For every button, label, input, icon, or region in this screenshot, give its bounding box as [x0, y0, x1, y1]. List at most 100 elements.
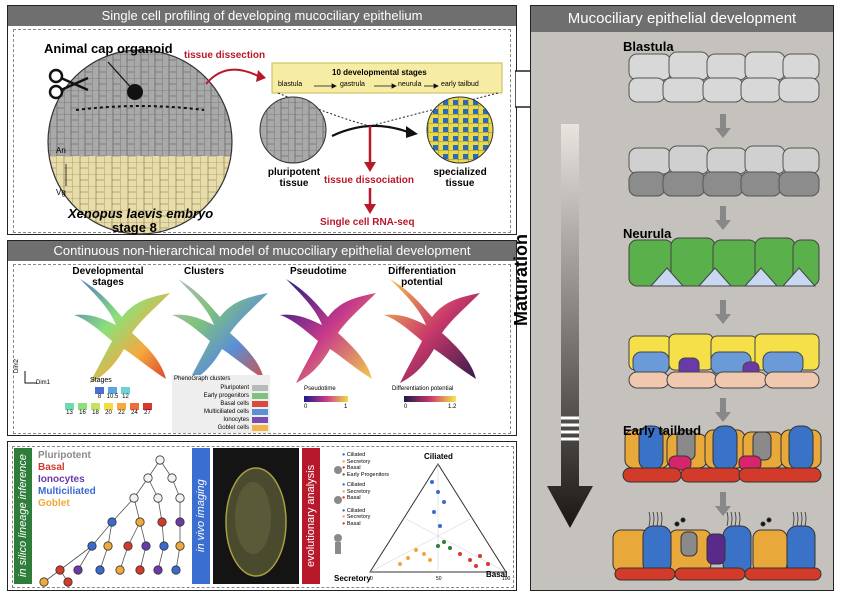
specialized-label: specialized tissue [433, 167, 487, 189]
lineage-node [175, 541, 185, 551]
ternary-point [436, 544, 440, 548]
tick-100: 100 [502, 576, 511, 582]
pheno-legend-item: Multiciliated cells [172, 408, 270, 416]
umap-title-pseudotime: Pseudotime [290, 266, 347, 277]
maturation-label: Maturation [511, 234, 531, 326]
lineage-node [159, 541, 169, 551]
maturation-arrow [547, 124, 593, 528]
lineage-node [129, 493, 139, 503]
early-tailbud-label: Early tailbud [623, 423, 702, 438]
an-label: An [56, 146, 66, 155]
lineage-label: Multiciliated [38, 486, 96, 497]
ternary-point [458, 552, 462, 556]
pheno-legend-item: Basal cells [172, 400, 270, 408]
ternary-point [468, 558, 472, 562]
stage-swatch: 18 [90, 403, 101, 416]
ternary-legend-group: ● Ciliated ● Secretory ● Basal ● Early Prog… [342, 452, 390, 478]
middle-panel: Continuous non-hierarchical model of muc… [7, 240, 517, 436]
lineage-node [153, 565, 163, 575]
umap-title-clusters: Clusters [184, 266, 225, 277]
ternary-point [428, 558, 432, 562]
lineage-node [73, 565, 83, 575]
lineage-legend: Pluripotent Basal Ionocytes Multiciliated Go… [38, 450, 96, 510]
lineage-node [103, 541, 113, 551]
pseudo-min: 0 [304, 404, 308, 410]
neurula-label: Neurula [623, 226, 672, 241]
mature-layer [612, 511, 822, 581]
lineage-node [95, 565, 105, 575]
development-illustration [547, 51, 822, 581]
pseudo-max: 1 [344, 404, 348, 410]
pluripotent-label: pluripotent tissue [267, 167, 321, 189]
ternary-point [442, 540, 446, 544]
ternary-point [406, 556, 410, 560]
ternary-point [432, 510, 436, 514]
lineage-node [63, 577, 73, 587]
middle-content-frame [13, 264, 511, 434]
lineage-node [123, 541, 133, 551]
umap-differentiation [384, 279, 480, 383]
stage-gastrula: gastrula [340, 81, 365, 88]
embryo-sphere [47, 49, 233, 235]
dissection-arrow [205, 68, 259, 85]
lineage-node [157, 517, 167, 527]
lineage-node [171, 565, 181, 575]
tick-50: 50 [436, 576, 442, 582]
blastula-layer [628, 51, 820, 103]
ternary-legend-group: ● Ciliated ● Secretory ● Basal [342, 482, 371, 501]
animal-cap-label: Animal cap organoid [44, 41, 173, 56]
ternary-point [448, 546, 452, 550]
top-panel-title: Single cell profiling of developing muco… [8, 6, 516, 26]
dim-axes [24, 371, 37, 384]
umap-title-stages: Developmental stages [72, 266, 144, 288]
invivo-image [213, 448, 299, 584]
tissue-dissection-label: tissue dissection [184, 50, 266, 61]
umap-stages [74, 279, 170, 383]
blastula-label: Blastula [623, 39, 674, 54]
ternary-plot [334, 463, 507, 573]
stage-swatch: 22 [116, 403, 127, 416]
top-illustration [47, 49, 503, 235]
rnaseq-label: Single cell RNA-seq [320, 217, 415, 228]
pheno-legend-item: Goblet cells [172, 424, 270, 432]
ternary-top-label: Ciliated [424, 452, 453, 461]
ternary-point [474, 564, 478, 568]
stage-swatch: 12 [120, 387, 131, 400]
tissue-dissociation-label: tissue dissociation [324, 175, 415, 186]
lineage-node [175, 517, 185, 527]
invivo-tag: in vivo imaging [192, 448, 210, 584]
lineage-node [167, 473, 177, 483]
pheno-legend-item: Pluripotent [172, 384, 270, 392]
umap-title-diff: Differentiation potential [388, 266, 456, 288]
pluripotent-tissue-disc [259, 96, 327, 164]
tailbud-layer [622, 425, 822, 483]
lineage-node [135, 565, 145, 575]
tick-0: 0 [370, 576, 373, 582]
right-panel: Mucociliary epithelial development [511, 5, 834, 591]
lineage-node [55, 565, 65, 575]
stage-label: stage 8 [112, 220, 157, 235]
pseudotime-label: Pseudotime [304, 386, 336, 392]
pheno-legend: PhenoGraph clusters Pluripotent Early pro… [172, 375, 270, 433]
ternary-legend-group: ● Ciliated ● Secretory ● Basal [342, 507, 371, 527]
vg-label: Vg [56, 188, 66, 197]
diff-label: Differentiation potential [392, 386, 454, 392]
bottom-content-frame [12, 446, 514, 588]
umap-clusters [172, 279, 268, 383]
top-panel: Single cell profiling of developing muco… [7, 5, 517, 235]
organism-icons [334, 466, 342, 554]
umap-plots [24, 279, 480, 402]
stage-swatch: 8 [94, 387, 105, 400]
lineage-label: Ionocytes [38, 474, 85, 485]
lineage-node [175, 493, 185, 503]
lineage-label: Pluripotent [38, 450, 91, 461]
stage-neurula: neurula [398, 81, 422, 88]
lineage-label: Basal [38, 462, 65, 473]
stage-blastula: blastula [278, 81, 303, 88]
lineage-node [143, 473, 153, 483]
diff-max: 1.2 [448, 404, 457, 410]
ternary-point [438, 524, 442, 528]
pheno-legend-item: Early progenitors [172, 392, 270, 400]
lineage-node [135, 517, 145, 527]
ternary-left-label: Secretory [334, 574, 371, 583]
